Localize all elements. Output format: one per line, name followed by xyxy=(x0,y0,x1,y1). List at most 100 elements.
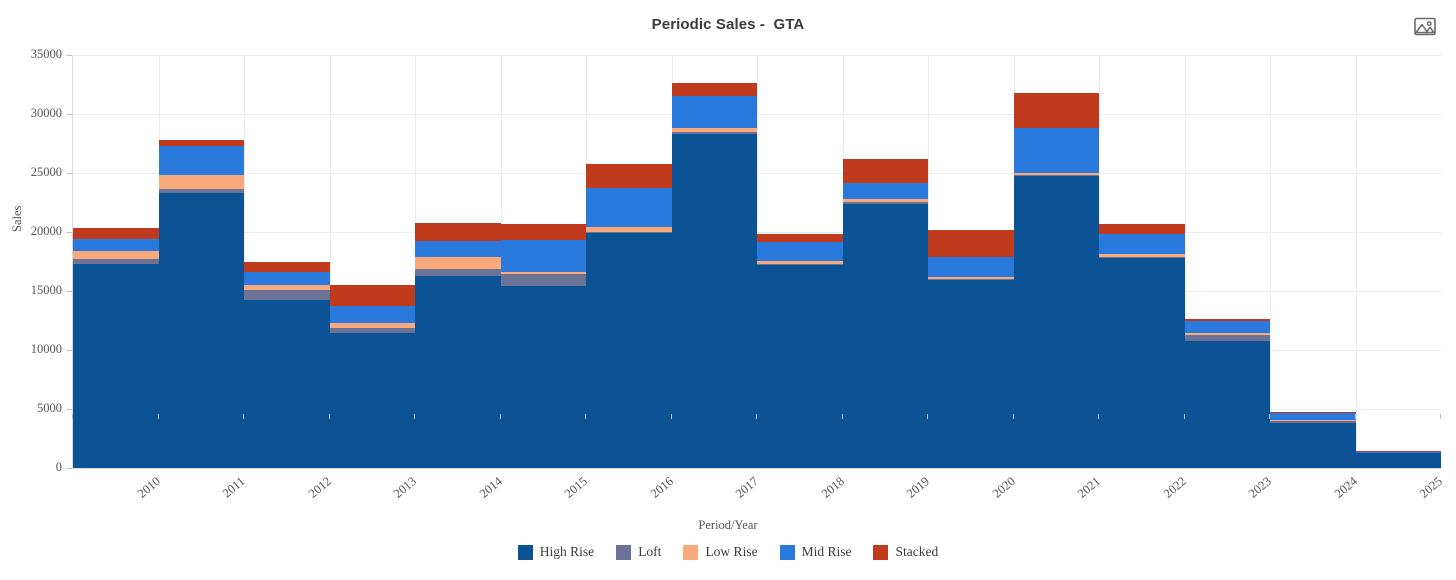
bar-segment-mid-rise[interactable] xyxy=(158,146,244,175)
bar-segment-loft[interactable] xyxy=(415,268,501,276)
legend-item-stacked[interactable]: Stacked xyxy=(873,544,938,560)
bar-segment-mid-rise[interactable] xyxy=(244,271,330,285)
bar-segment-low-rise[interactable] xyxy=(158,174,244,189)
bar-2014[interactable] xyxy=(415,55,501,468)
bar-segment-mid-rise[interactable] xyxy=(415,240,501,258)
legend-item-loft[interactable]: Loft xyxy=(616,544,661,560)
bar-2022[interactable] xyxy=(1099,55,1185,468)
bar-segment-loft[interactable] xyxy=(757,263,843,266)
bar-segment-low-rise[interactable] xyxy=(1270,419,1356,422)
bar-segment-mid-rise[interactable] xyxy=(1270,413,1356,420)
bar-2024[interactable] xyxy=(1270,55,1356,468)
bar-segment-high-rise[interactable] xyxy=(757,265,843,468)
bar-segment-mid-rise[interactable] xyxy=(1355,451,1441,453)
bar-segment-mid-rise[interactable] xyxy=(586,188,672,228)
bar-segment-loft[interactable] xyxy=(671,132,757,135)
bar-segment-high-rise[interactable] xyxy=(671,134,757,468)
bar-segment-low-rise[interactable] xyxy=(244,284,330,290)
bar-segment-stacked[interactable] xyxy=(1355,451,1441,452)
bar-segment-stacked[interactable] xyxy=(586,163,672,189)
legend-item-low-rise[interactable]: Low Rise xyxy=(683,544,758,560)
bar-segment-high-rise[interactable] xyxy=(928,280,1014,468)
bar-2015[interactable] xyxy=(500,55,586,468)
bar-segment-high-rise[interactable] xyxy=(415,275,501,468)
bar-segment-loft[interactable] xyxy=(1184,334,1270,341)
bar-2021[interactable] xyxy=(1013,55,1099,468)
bar-segment-stacked[interactable] xyxy=(500,223,586,241)
bar-segment-stacked[interactable] xyxy=(1184,319,1270,322)
bar-segment-loft[interactable] xyxy=(244,289,330,301)
bar-segment-high-rise[interactable] xyxy=(244,300,330,468)
bar-segment-loft[interactable] xyxy=(73,258,159,264)
export-image-icon[interactable] xyxy=(1412,14,1438,38)
bar-segment-stacked[interactable] xyxy=(757,233,843,243)
bar-segment-low-rise[interactable] xyxy=(1184,332,1270,335)
bar-segment-mid-rise[interactable] xyxy=(1099,234,1185,255)
bar-segment-mid-rise[interactable] xyxy=(1184,321,1270,333)
bar-segment-mid-rise[interactable] xyxy=(1013,128,1099,173)
bar-2018[interactable] xyxy=(757,55,843,468)
bar-segment-mid-rise[interactable] xyxy=(500,240,586,273)
bar-segment-high-rise[interactable] xyxy=(1184,340,1270,468)
bar-segment-low-rise[interactable] xyxy=(73,250,159,259)
bar-2013[interactable] xyxy=(329,55,415,468)
bar-segment-mid-rise[interactable] xyxy=(73,239,159,251)
bar-segment-stacked[interactable] xyxy=(842,159,928,183)
bar-segment-mid-rise[interactable] xyxy=(329,306,415,323)
bar-segment-high-rise[interactable] xyxy=(586,233,672,468)
bar-segment-mid-rise[interactable] xyxy=(757,242,843,262)
bar-segment-high-rise[interactable] xyxy=(158,193,244,468)
bar-segment-loft[interactable] xyxy=(928,279,1014,281)
bar-segment-low-rise[interactable] xyxy=(1013,172,1099,175)
bar-segment-low-rise[interactable] xyxy=(671,127,757,133)
bar-2010[interactable] xyxy=(73,55,159,468)
bar-segment-high-rise[interactable] xyxy=(1099,257,1185,468)
legend-item-mid-rise[interactable]: Mid Rise xyxy=(779,544,851,560)
bar-segment-high-rise[interactable] xyxy=(500,286,586,468)
bar-segment-loft[interactable] xyxy=(158,188,244,194)
bar-segment-low-rise[interactable] xyxy=(500,272,586,275)
bar-segment-stacked[interactable] xyxy=(73,228,159,240)
bar-segment-low-rise[interactable] xyxy=(415,257,501,269)
bar-segment-mid-rise[interactable] xyxy=(671,95,757,128)
bar-segment-low-rise[interactable] xyxy=(928,277,1014,280)
bar-segment-stacked[interactable] xyxy=(1270,412,1356,414)
bar-segment-stacked[interactable] xyxy=(415,223,501,241)
bar-2012[interactable] xyxy=(244,55,330,468)
bar-segment-high-rise[interactable] xyxy=(1013,175,1099,468)
bar-segment-high-rise[interactable] xyxy=(842,203,928,468)
bar-2011[interactable] xyxy=(158,55,244,468)
bar-segment-loft[interactable] xyxy=(1013,174,1099,176)
bar-segment-loft[interactable] xyxy=(329,327,415,334)
bar-segment-stacked[interactable] xyxy=(244,261,330,272)
bar-2023[interactable] xyxy=(1184,55,1270,468)
bar-segment-loft[interactable] xyxy=(586,231,672,234)
bar-segment-loft[interactable] xyxy=(1270,421,1356,424)
bar-segment-low-rise[interactable] xyxy=(842,199,928,203)
bar-segment-mid-rise[interactable] xyxy=(842,182,928,200)
bar-segment-loft[interactable] xyxy=(500,274,586,287)
bar-segment-stacked[interactable] xyxy=(158,139,244,147)
bar-segment-low-rise[interactable] xyxy=(757,261,843,264)
bar-segment-stacked[interactable] xyxy=(928,230,1014,258)
bar-2020[interactable] xyxy=(928,55,1014,468)
bar-segment-stacked[interactable] xyxy=(671,82,757,96)
bar-segment-high-rise[interactable] xyxy=(329,333,415,468)
bar-segment-loft[interactable] xyxy=(1099,257,1185,258)
bar-segment-mid-rise[interactable] xyxy=(928,257,1014,278)
legend-item-high-rise[interactable]: High Rise xyxy=(517,544,594,560)
bar-segment-low-rise[interactable] xyxy=(1099,254,1185,258)
bar-2025[interactable] xyxy=(1355,55,1441,468)
bar-segment-low-rise[interactable] xyxy=(586,227,672,232)
bar-segment-high-rise[interactable] xyxy=(73,263,159,468)
bar-segment-high-rise[interactable] xyxy=(1270,423,1356,468)
bar-2019[interactable] xyxy=(842,55,928,468)
bar-segment-high-rise[interactable] xyxy=(1355,452,1441,468)
bar-segment-loft[interactable] xyxy=(842,202,928,204)
bar-2016[interactable] xyxy=(586,55,672,468)
bar-segment-stacked[interactable] xyxy=(1099,224,1185,235)
bar-segment-low-rise[interactable] xyxy=(329,322,415,328)
bar-segment-stacked[interactable] xyxy=(1013,93,1099,129)
bar-segment-stacked[interactable] xyxy=(329,285,415,307)
bar-2017[interactable] xyxy=(671,55,757,468)
